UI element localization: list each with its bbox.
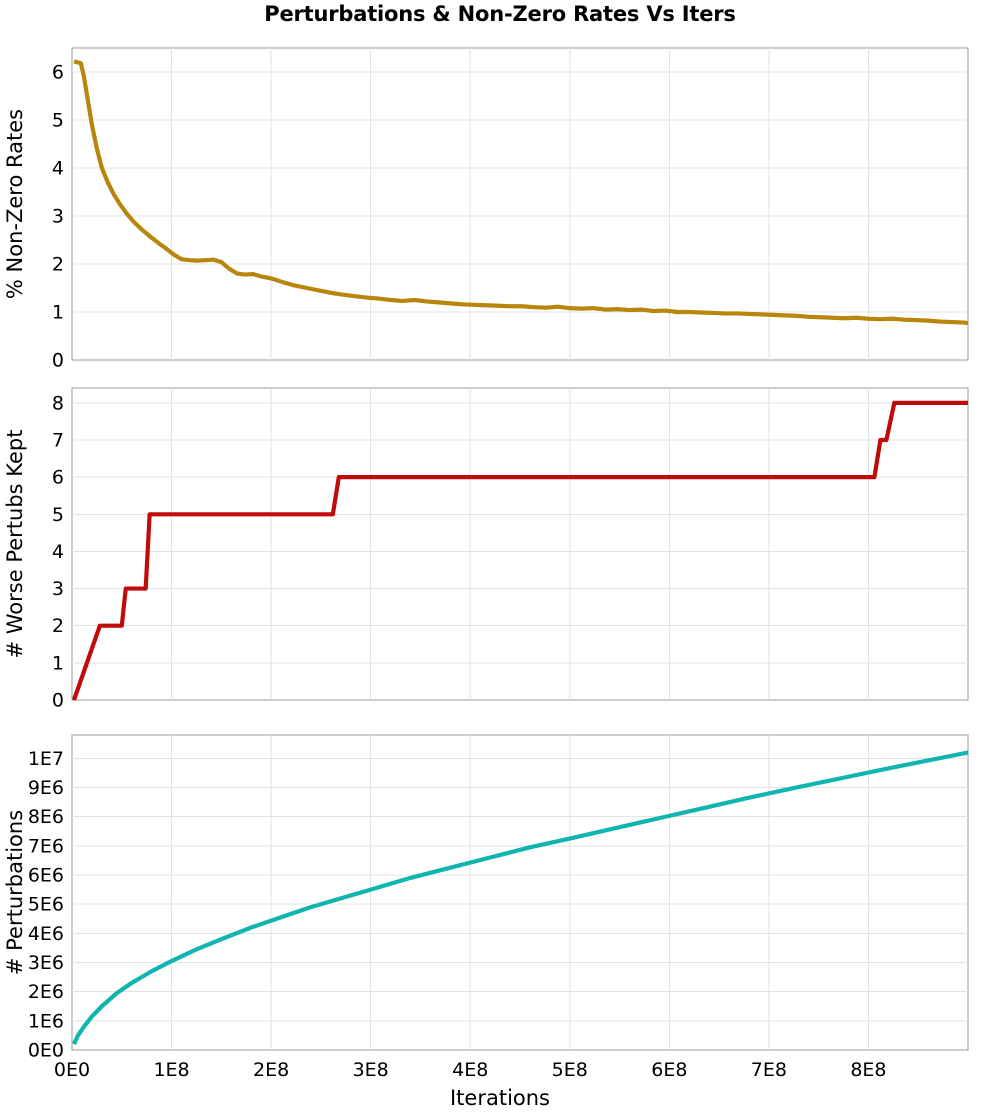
y-tick-label: 4E6 <box>28 923 64 945</box>
y-tick-label: 8 <box>52 392 64 414</box>
data-series-line <box>72 400 968 701</box>
y-tick-label: 5 <box>52 504 64 526</box>
x-tick-label: 6E8 <box>651 1059 687 1081</box>
panel-nonzero-rates: 0 1 2 3 4 5 6 % Non-Zero Rates <box>0 40 1000 370</box>
x-tick-label: 1E8 <box>153 1059 189 1081</box>
x-tick-label: 3E8 <box>353 1059 389 1081</box>
data-series-line <box>73 59 969 326</box>
plot-nonzero-rates: 0 1 2 3 4 5 6 % Non-Zero Rates <box>3 47 969 371</box>
x-tick-label: 4E8 <box>452 1059 488 1081</box>
x-tick-label: 2E8 <box>253 1059 289 1081</box>
y-tick-label: 0 <box>52 350 64 371</box>
plot-frame <box>71 47 969 361</box>
plot-worse-perturbs: 0 1 2 3 4 5 6 7 8 # Worse Pertubs Kept <box>3 387 969 712</box>
y-tick-label: 6E6 <box>28 865 64 887</box>
y-tick-label: 9E6 <box>28 777 64 799</box>
y-tick-label: 1E6 <box>28 1010 64 1032</box>
y-tick-label: 5 <box>52 110 64 132</box>
y-tick-label: 0E0 <box>28 1040 64 1062</box>
y-tick-label: 6 <box>52 467 64 489</box>
data-series-line <box>72 750 969 1046</box>
y-tick-label: 1 <box>52 302 64 324</box>
y-tick-label: 7E6 <box>28 835 64 857</box>
x-tick-label: 8E8 <box>850 1059 886 1081</box>
y-tick-label: 3E6 <box>28 952 64 974</box>
y-tick-label: 5E6 <box>28 894 64 916</box>
y-tick-label: 2E6 <box>28 981 64 1003</box>
y-axis-label: # Worse Pertubs Kept <box>3 430 27 659</box>
y-tick-label: 2 <box>52 254 64 276</box>
y-tick-label: 3 <box>52 578 64 600</box>
y-tick-label: 4 <box>52 541 64 563</box>
y-axis-label: % Non-Zero Rates <box>3 109 27 299</box>
y-tick-label: 4 <box>52 158 64 180</box>
x-tick-label: 7E8 <box>751 1059 787 1081</box>
plot-perturbations: 0E0 1E6 2E6 3E6 4E6 5E6 6E6 7E6 8E6 9E6 1E7 # Pertu… <box>3 734 969 1081</box>
y-tick-label: 7 <box>52 430 64 452</box>
y-tick-label: 1 <box>52 652 64 674</box>
plot-frame <box>71 734 969 1051</box>
y-tick-label: 8E6 <box>28 806 64 828</box>
x-tick-label: 5E8 <box>552 1059 588 1081</box>
y-tick-label: 6 <box>52 62 64 84</box>
panel-perturbations: 0E0 1E6 2E6 3E6 4E6 5E6 6E6 7E6 8E6 9E6 1E7 # Pertu… <box>0 725 1000 1085</box>
y-tick-label: 2 <box>52 615 64 637</box>
y-tick-label: 1E7 <box>28 748 64 770</box>
y-axis-label: # Perturbations <box>3 810 27 975</box>
panel-worse-perturbs: 0 1 2 3 4 5 6 7 8 # Worse Pertubs Kept <box>0 378 1000 713</box>
x-axis-label: Iterations <box>449 1086 551 1110</box>
plot-frame <box>71 387 969 701</box>
y-tick-label: 3 <box>52 206 64 228</box>
x-tick-label: 0E0 <box>54 1059 90 1081</box>
y-tick-label: 0 <box>52 690 64 712</box>
chart-title: Perturbations & Non-Zero Rates Vs Iters <box>264 2 736 26</box>
